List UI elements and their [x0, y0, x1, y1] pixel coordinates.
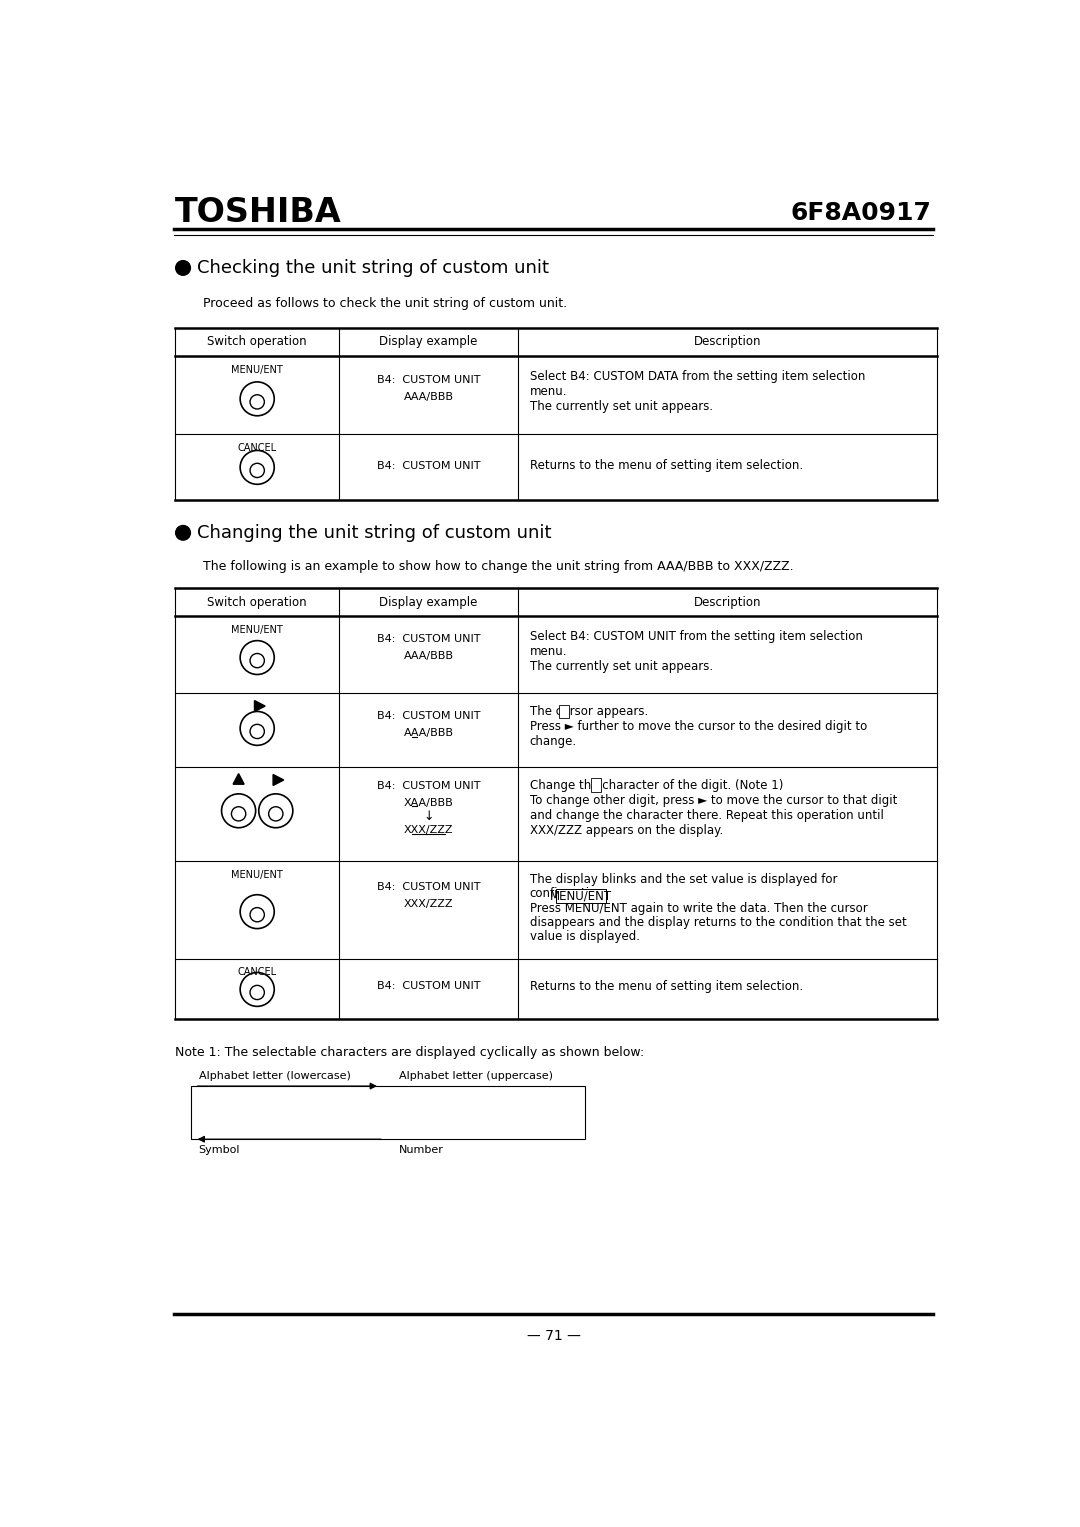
Text: Switch operation: Switch operation — [207, 336, 307, 348]
Text: B4:  CUSTOM UNIT: B4: CUSTOM UNIT — [377, 634, 481, 644]
Polygon shape — [273, 774, 284, 785]
Text: AAA/BBB: AAA/BBB — [404, 392, 454, 402]
Text: AAA/BBB: AAA/BBB — [404, 728, 454, 739]
Text: ↓: ↓ — [423, 809, 434, 823]
Text: B4:  CUSTOM UNIT: B4: CUSTOM UNIT — [377, 883, 481, 892]
Text: disappears and the display returns to the condition that the set: disappears and the display returns to th… — [530, 916, 906, 928]
Text: MENU/ENT: MENU/ENT — [231, 365, 283, 376]
Text: The following is an example to show how to change the unit string from AAA/BBB t: The following is an example to show how … — [203, 560, 794, 573]
Text: XXX/ZZZ: XXX/ZZZ — [404, 826, 454, 835]
Text: Select B4: CUSTOM UNIT from the setting item selection
menu.
The currently set u: Select B4: CUSTOM UNIT from the setting … — [530, 629, 863, 673]
Text: XAA/BBB: XAA/BBB — [404, 797, 454, 808]
Text: Number: Number — [400, 1145, 444, 1154]
Text: 6F8A0917: 6F8A0917 — [791, 200, 932, 224]
Text: MENU/ENT: MENU/ENT — [231, 870, 283, 880]
Text: B4:  CUSTOM UNIT: B4: CUSTOM UNIT — [377, 982, 481, 991]
Text: B4:  CUSTOM UNIT: B4: CUSTOM UNIT — [377, 461, 481, 470]
Text: Returns to the menu of setting item selection.: Returns to the menu of setting item sele… — [530, 460, 802, 472]
Text: CANCEL: CANCEL — [238, 443, 276, 454]
Text: B4:  CUSTOM UNIT: B4: CUSTOM UNIT — [377, 376, 481, 385]
Polygon shape — [233, 774, 244, 785]
Text: Alphabet letter (lowercase): Alphabet letter (lowercase) — [199, 1070, 350, 1081]
Text: MENU/ENT: MENU/ENT — [231, 625, 283, 635]
Text: Press MENU/ENT again to write the data. Then the cursor: Press MENU/ENT again to write the data. … — [530, 901, 867, 915]
Text: The cursor appears.
Press ► further to move the cursor to the desired digit to
c: The cursor appears. Press ► further to m… — [530, 705, 867, 748]
Text: AAA/BBB: AAA/BBB — [404, 652, 454, 661]
Polygon shape — [255, 701, 265, 712]
Text: The display blinks and the set value is displayed for: The display blinks and the set value is … — [530, 873, 837, 886]
Circle shape — [176, 261, 190, 275]
Text: Description: Description — [693, 336, 761, 348]
Text: Symbol: Symbol — [199, 1145, 240, 1154]
Text: TOSHIBA: TOSHIBA — [175, 195, 342, 229]
Text: CANCEL: CANCEL — [238, 967, 276, 977]
Text: Returns to the menu of setting item selection.: Returns to the menu of setting item sele… — [530, 980, 802, 993]
Text: B4:  CUSTOM UNIT: B4: CUSTOM UNIT — [377, 712, 481, 721]
Text: Change the character of the digit. (Note 1)
To change other digit, press ► to mo: Change the character of the digit. (Note… — [530, 779, 897, 837]
Text: Description: Description — [693, 596, 761, 609]
Text: value is displayed.: value is displayed. — [530, 930, 639, 944]
FancyBboxPatch shape — [558, 704, 569, 718]
Text: Switch operation: Switch operation — [207, 596, 307, 609]
Text: Alphabet letter (uppercase): Alphabet letter (uppercase) — [400, 1070, 553, 1081]
Text: Changing the unit string of custom unit: Changing the unit string of custom unit — [197, 524, 552, 542]
Text: XXX/ZZZ: XXX/ZZZ — [404, 899, 454, 910]
Text: Select B4: CUSTOM DATA from the setting item selection
menu.
The currently set u: Select B4: CUSTOM DATA from the setting … — [530, 370, 865, 412]
Text: Note 1: The selectable characters are displayed cyclically as shown below:: Note 1: The selectable characters are di… — [175, 1046, 645, 1060]
Text: B4:  CUSTOM UNIT: B4: CUSTOM UNIT — [377, 780, 481, 791]
Text: Proceed as follows to check the unit string of custom unit.: Proceed as follows to check the unit str… — [203, 298, 567, 310]
Text: Display example: Display example — [379, 336, 477, 348]
FancyBboxPatch shape — [556, 889, 606, 902]
Text: confirmation.: confirmation. — [530, 887, 608, 901]
Circle shape — [176, 525, 190, 541]
FancyBboxPatch shape — [591, 779, 602, 793]
Text: MENU/ENT: MENU/ENT — [550, 890, 612, 902]
Text: Display example: Display example — [379, 596, 477, 609]
Text: Checking the unit string of custom unit: Checking the unit string of custom unit — [197, 260, 549, 276]
Bar — [191, 1086, 584, 1139]
Text: — 71 —: — 71 — — [527, 1328, 580, 1342]
